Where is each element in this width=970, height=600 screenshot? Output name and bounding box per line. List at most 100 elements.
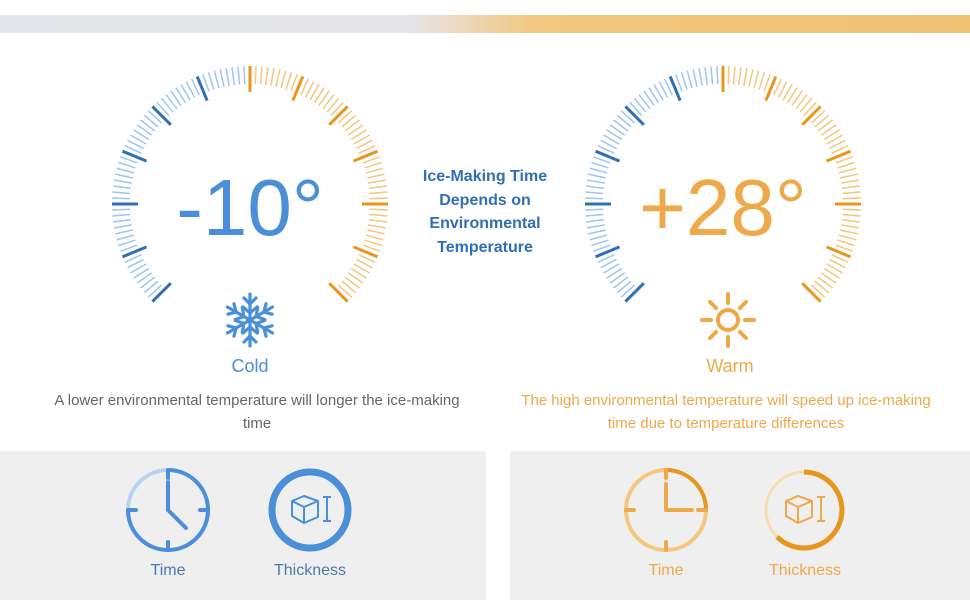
dial-tick	[165, 94, 178, 110]
dial-tick	[613, 276, 629, 289]
dial-tick	[291, 75, 305, 102]
dial-tick	[795, 94, 808, 110]
dial-tick	[358, 145, 376, 154]
dial-tick	[285, 72, 293, 90]
dial-tick	[366, 229, 385, 235]
dial-tick	[120, 156, 138, 164]
dial-tick	[838, 167, 857, 174]
dial-tick	[624, 282, 645, 303]
dial-tick	[791, 90, 803, 107]
warm-temperature-value: +28°	[639, 163, 807, 252]
dial-tick	[826, 263, 843, 274]
dial-tick	[344, 119, 360, 132]
dial-tick	[356, 258, 373, 269]
dial-tick	[616, 280, 632, 294]
dial-tick	[817, 119, 833, 132]
dial-tick	[799, 97, 813, 113]
dial-tick	[368, 185, 387, 190]
dial-tick	[588, 229, 607, 235]
dial-tick	[698, 67, 703, 86]
ice-thickness-icon	[764, 469, 845, 551]
dial-tick	[362, 244, 380, 252]
dial-tick	[841, 179, 860, 184]
dial-tick	[597, 145, 615, 154]
dial-tick	[594, 245, 621, 259]
dial-tick	[133, 129, 150, 141]
dial-tick	[366, 173, 385, 179]
dial-tick	[185, 81, 196, 98]
dial-tick	[842, 197, 861, 200]
dial-tick	[356, 139, 373, 150]
dial-tick	[588, 173, 607, 179]
dial-tick	[368, 218, 387, 223]
dial-tick	[180, 84, 191, 101]
cold-thickness-label: Thickness	[273, 562, 347, 579]
dial-tick	[810, 284, 826, 298]
dial-tick	[213, 70, 220, 89]
dial-tick	[113, 218, 132, 223]
dial-tick	[133, 267, 150, 279]
dial-tick	[143, 114, 159, 128]
dial-tick	[195, 75, 209, 102]
dial-tick	[352, 149, 379, 163]
dial-tick	[820, 124, 837, 136]
dial-tick	[124, 254, 142, 263]
dial-tick	[737, 67, 742, 86]
dial-tick	[603, 134, 620, 145]
dial-tick	[814, 114, 830, 128]
dial-tick	[616, 114, 632, 128]
dial-tick	[624, 105, 645, 126]
dial-tick	[591, 161, 609, 169]
dial-tick	[368, 224, 387, 229]
dial-tick	[773, 78, 782, 96]
dial-tick	[328, 282, 349, 303]
dial-tick	[586, 218, 605, 223]
dial-tick	[365, 167, 384, 174]
dial-tick	[358, 254, 376, 263]
dial-tick	[264, 67, 269, 86]
dial-tick	[118, 161, 136, 169]
dial-tick	[732, 66, 736, 85]
dial-tick	[710, 66, 714, 85]
dial-tick	[600, 258, 617, 269]
dial-tick	[586, 224, 605, 229]
dial-tick	[290, 74, 298, 92]
dial-tick	[243, 66, 246, 85]
dial-tick	[353, 134, 370, 145]
dial-tick	[225, 67, 230, 86]
dial-tick	[606, 267, 623, 279]
dial-tick	[270, 67, 275, 86]
dial-tick	[116, 234, 135, 241]
dial-tick	[585, 191, 604, 195]
dial-tick	[118, 239, 136, 247]
dial-tick	[826, 134, 843, 145]
dial-tick	[124, 145, 142, 154]
dial-tick	[341, 280, 357, 294]
dial-tick	[620, 110, 636, 124]
top-gradient-bar	[0, 15, 970, 33]
dial-tick	[318, 90, 330, 107]
dial-tick	[825, 245, 852, 259]
dial-tick	[347, 124, 364, 136]
dial-tick	[151, 105, 172, 126]
dial-tick	[585, 197, 604, 200]
dial-tick	[364, 161, 382, 169]
dial-tick	[364, 239, 382, 247]
dial-tick	[643, 90, 655, 107]
dial-tick	[352, 245, 379, 259]
dial-tick	[127, 258, 144, 269]
dial-tick	[369, 191, 388, 195]
dial-tick	[300, 78, 309, 96]
sun-icon	[700, 292, 756, 348]
dial-tick	[837, 161, 855, 169]
dial-tick	[837, 239, 855, 247]
clock-icon	[624, 468, 708, 552]
dial-tick	[112, 208, 131, 211]
dial-tick	[603, 263, 620, 274]
dial-tick	[839, 173, 858, 179]
dial-tick	[136, 272, 153, 284]
dial-tick	[838, 234, 857, 241]
dial-tick	[841, 185, 860, 190]
dial-tick	[613, 119, 629, 132]
dial-tick	[170, 90, 182, 107]
